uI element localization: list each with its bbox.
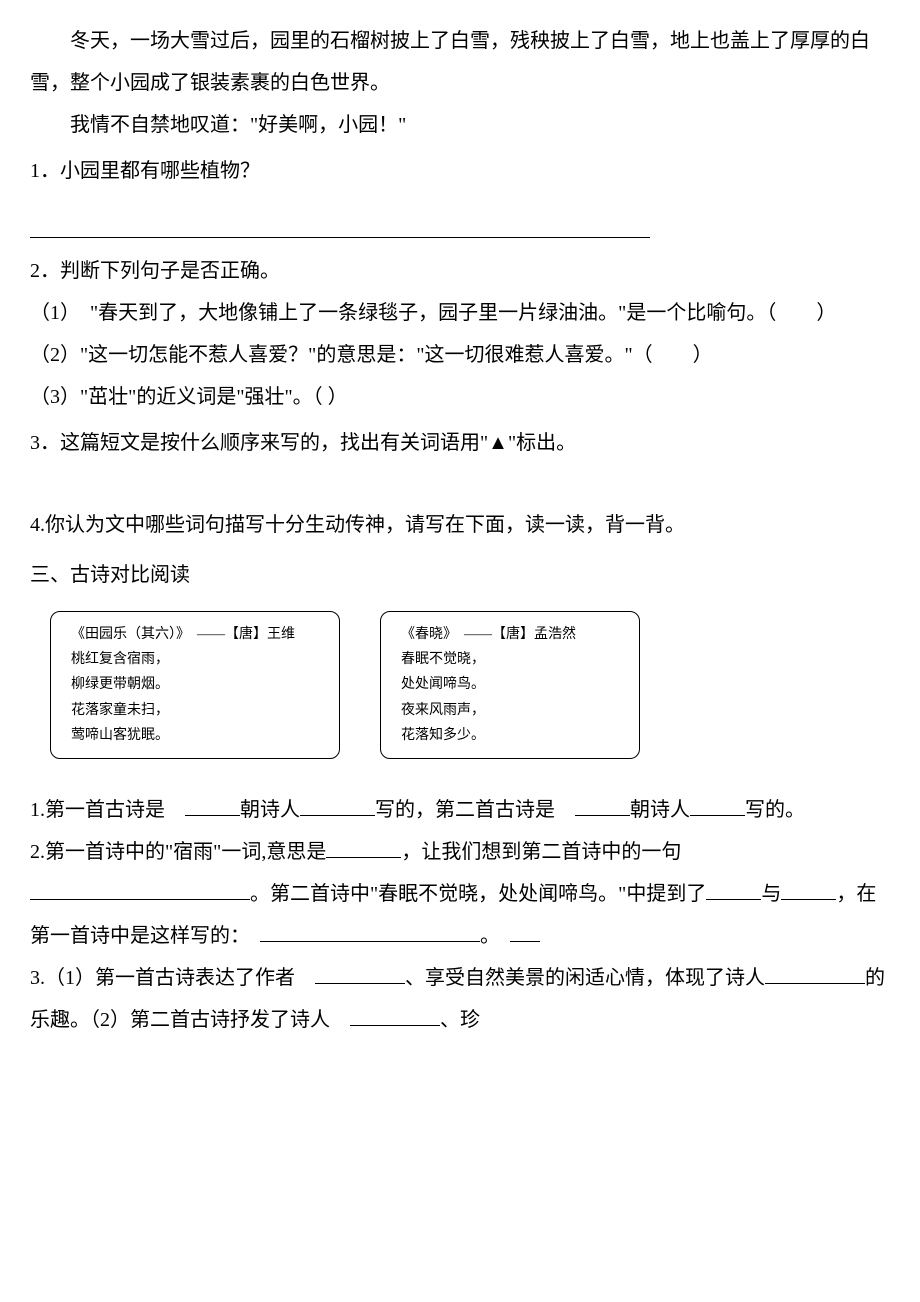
poem-1-title: 《田园乐（其六）》 ——【唐】王维 — [71, 622, 319, 647]
pq2-text-a: 2.第一首诗中的"宿雨"一词,意思是 — [30, 841, 326, 863]
poem-container: 《田园乐（其六）》 ——【唐】王维 桃红复含宿雨， 柳绿更带朝烟。 花落家童未扫… — [50, 611, 890, 759]
poem-1-line-2: 柳绿更带朝烟。 — [71, 672, 319, 697]
poem-question-1: 1.第一首古诗是 朝诗人 写的，第二首古诗是 朝诗人 写的。 — [30, 789, 890, 831]
question-4: 4.你认为文中哪些词句描写十分生动传神，请写在下面，读一读，背一背。 — [30, 504, 890, 546]
poem-2-title: 《春晓》 ——【唐】孟浩然 — [401, 622, 619, 647]
question-3: 3．这篇短文是按什么顺序来写的，找出有关词语用"▲"标出。 — [30, 422, 890, 464]
pq1-text-d: 朝诗人 — [630, 799, 690, 821]
pq3-text-d: 、珍 — [440, 1009, 480, 1031]
pq2-text-d: 与 — [761, 883, 781, 905]
question-4-text: 你认为文中哪些词句描写十分生动传神，请写在下面，读一读，背一背。 — [45, 514, 685, 536]
question-3-num: 3． — [30, 432, 60, 454]
blank-9[interactable] — [260, 922, 480, 942]
poem-1-line-4: 莺啼山客犹眠。 — [71, 723, 319, 748]
blank-12[interactable] — [350, 1006, 440, 1026]
poem-question-3: 3.（1）第一首古诗表达了作者 、享受自然美景的闲适心情，体现了诗人的乐趣。（2… — [30, 957, 890, 1041]
pq1-text-a: 1.第一首古诗是 — [30, 799, 185, 821]
blank-3[interactable] — [575, 796, 630, 816]
poem-box-2: 《春晓》 ——【唐】孟浩然 春眠不觉晓， 处处闻啼鸟。 夜来风雨声， 花落知多少… — [380, 611, 640, 759]
blank-9b[interactable] — [510, 922, 540, 942]
question-3-text: 这篇短文是按什么顺序来写的，找出有关词语用"▲"标出。 — [60, 432, 576, 454]
poem-question-2: 2.第一首诗中的"宿雨"一词,意思是 ，让我们想到第二首诗中的一句。第二首诗中"春… — [30, 831, 890, 957]
pq1-text-c: 写的，第二首古诗是 — [375, 799, 575, 821]
blank-4[interactable] — [690, 796, 745, 816]
answer-blank-line[interactable] — [30, 202, 650, 238]
question-1-num: 1． — [30, 160, 60, 182]
poem-2-line-4: 花落知多少。 — [401, 723, 619, 748]
blank-2[interactable] — [300, 796, 375, 816]
blank-7[interactable] — [706, 880, 761, 900]
blank-8[interactable] — [781, 880, 836, 900]
poem-1-line-3: 花落家童未扫， — [71, 698, 319, 723]
blank-10[interactable] — [315, 964, 405, 984]
pq2-text-f: 。 — [480, 925, 490, 947]
question-2-text: 判断下列句子是否正确。 — [60, 260, 280, 282]
passage-paragraph-1: 冬天，一场大雪过后，园里的石榴树披上了白雪，残秧披上了白雪，地上也盖上了厚厚的白… — [30, 20, 890, 104]
question-2-sub-2: （2）"这一切怎能不惹人喜爱？"的意思是："这一切很难惹人喜爱。"（ ） — [30, 334, 890, 376]
question-2-sub-3: （3）"茁壮"的近义词是"强壮"。（ ） — [30, 376, 890, 418]
question-2-num: 2． — [30, 260, 60, 282]
question-4-num: 4. — [30, 514, 45, 536]
question-1-text: 小园里都有哪些植物？ — [60, 160, 260, 182]
pq2-text-b: ，让我们想到第二首诗中的一句 — [401, 841, 681, 863]
poem-2-line-2: 处处闻啼鸟。 — [401, 672, 619, 697]
section-3-title: 三、古诗对比阅读 — [30, 554, 890, 596]
pq1-text-b: 朝诗人 — [240, 799, 300, 821]
passage-paragraph-2: 我情不自禁地叹道："好美啊，小园！" — [30, 104, 890, 146]
pq2-text-c: 。第二首诗中"春眠不觉晓，处处闻啼鸟。"中提到了 — [250, 883, 706, 905]
pq1-text-e: 写的。 — [745, 799, 805, 821]
poem-1-line-1: 桃红复含宿雨， — [71, 647, 319, 672]
blank-6[interactable] — [30, 880, 250, 900]
pq3-text-a: 3.（1）第一首古诗表达了作者 — [30, 967, 315, 989]
poem-2-line-1: 春眠不觉晓， — [401, 647, 619, 672]
poem-2-line-3: 夜来风雨声， — [401, 698, 619, 723]
poem-box-1: 《田园乐（其六）》 ——【唐】王维 桃红复含宿雨， 柳绿更带朝烟。 花落家童未扫… — [50, 611, 340, 759]
blank-5[interactable] — [326, 838, 401, 858]
blank-11[interactable] — [765, 964, 865, 984]
question-2-sub-1: （1） "春天到了，大地像铺上了一条绿毯子，园子里一片绿油油。"是一个比喻句。（… — [30, 292, 890, 334]
blank-1[interactable] — [185, 796, 240, 816]
question-2: 2．判断下列句子是否正确。 — [30, 250, 890, 292]
pq3-text-b: 、享受自然美景的闲适心情，体现了诗人 — [405, 967, 765, 989]
question-1: 1．小园里都有哪些植物？ — [30, 150, 890, 192]
